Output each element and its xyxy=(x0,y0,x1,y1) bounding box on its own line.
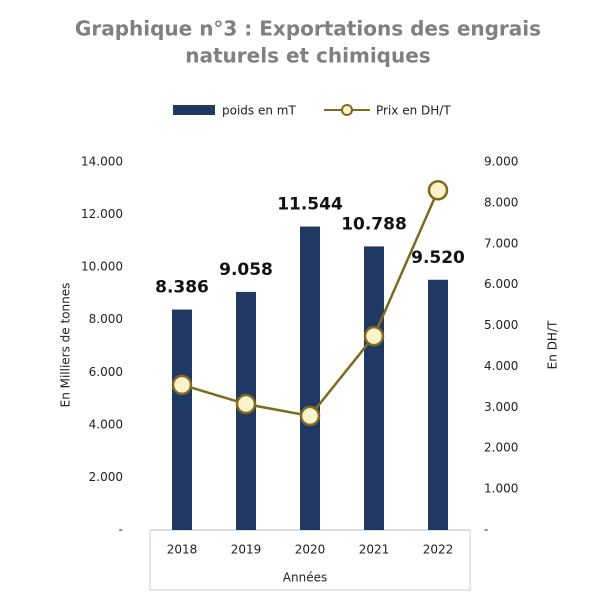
y2-tick-label: 6.000 xyxy=(484,277,518,291)
legend-label: Prix en DH/T xyxy=(376,104,451,118)
y-tick-label: 10.000 xyxy=(81,260,123,274)
y2-tick-label: 5.000 xyxy=(484,318,518,332)
bar xyxy=(428,279,448,530)
y2-tick-label: 4.000 xyxy=(484,359,518,373)
x-tick-label: 2019 xyxy=(231,543,262,557)
legend-swatch xyxy=(173,105,215,115)
chart-subtitle: naturels et chimiques xyxy=(185,44,430,68)
y-tick-label: 4.000 xyxy=(89,417,123,431)
data-label: 9.058 xyxy=(219,260,273,280)
line-marker xyxy=(171,374,193,396)
legend-label: poids en mT xyxy=(222,104,296,118)
data-label: 10.788 xyxy=(341,214,407,234)
bar xyxy=(300,226,320,530)
y2-axis-label: En DH/T xyxy=(546,320,560,369)
x-axis-label: Années xyxy=(283,571,327,585)
y-tick-label: 6.000 xyxy=(89,365,123,379)
y2-tick-label: 2.000 xyxy=(484,441,518,455)
line-marker xyxy=(299,405,321,427)
y2-tick-label: 9.000 xyxy=(484,155,518,169)
legend-marker xyxy=(341,104,353,116)
y-axis-label: En Milliers de tonnes xyxy=(59,283,73,408)
x-tick-label: 2021 xyxy=(359,543,390,557)
y-tick-label: 2.000 xyxy=(89,470,123,484)
line-marker xyxy=(427,179,449,201)
line-marker xyxy=(235,393,257,415)
y2-tick-label: - xyxy=(484,523,488,537)
x-tick-label: 2018 xyxy=(167,543,198,557)
y2-tick-label: 8.000 xyxy=(484,195,518,209)
y-tick-label: - xyxy=(119,523,123,537)
data-label: 11.544 xyxy=(277,195,343,215)
bar xyxy=(364,246,384,530)
y2-tick-label: 3.000 xyxy=(484,400,518,414)
bar xyxy=(172,309,192,530)
chart-title: Graphique n°3 : Exportations des engrais xyxy=(75,17,541,41)
x-tick-label: 2022 xyxy=(423,543,454,557)
data-label: 8.386 xyxy=(155,278,209,298)
y2-tick-label: 1.000 xyxy=(484,482,518,496)
y2-tick-label: 7.000 xyxy=(484,236,518,250)
data-label: 9.520 xyxy=(411,248,465,268)
x-tick-label: 2020 xyxy=(295,543,326,557)
line-marker xyxy=(363,325,385,347)
x-axis-frame xyxy=(149,530,471,591)
y-tick-label: 12.000 xyxy=(81,207,123,221)
y-tick-label: 8.000 xyxy=(89,312,123,326)
y-tick-label: 14.000 xyxy=(81,155,123,169)
